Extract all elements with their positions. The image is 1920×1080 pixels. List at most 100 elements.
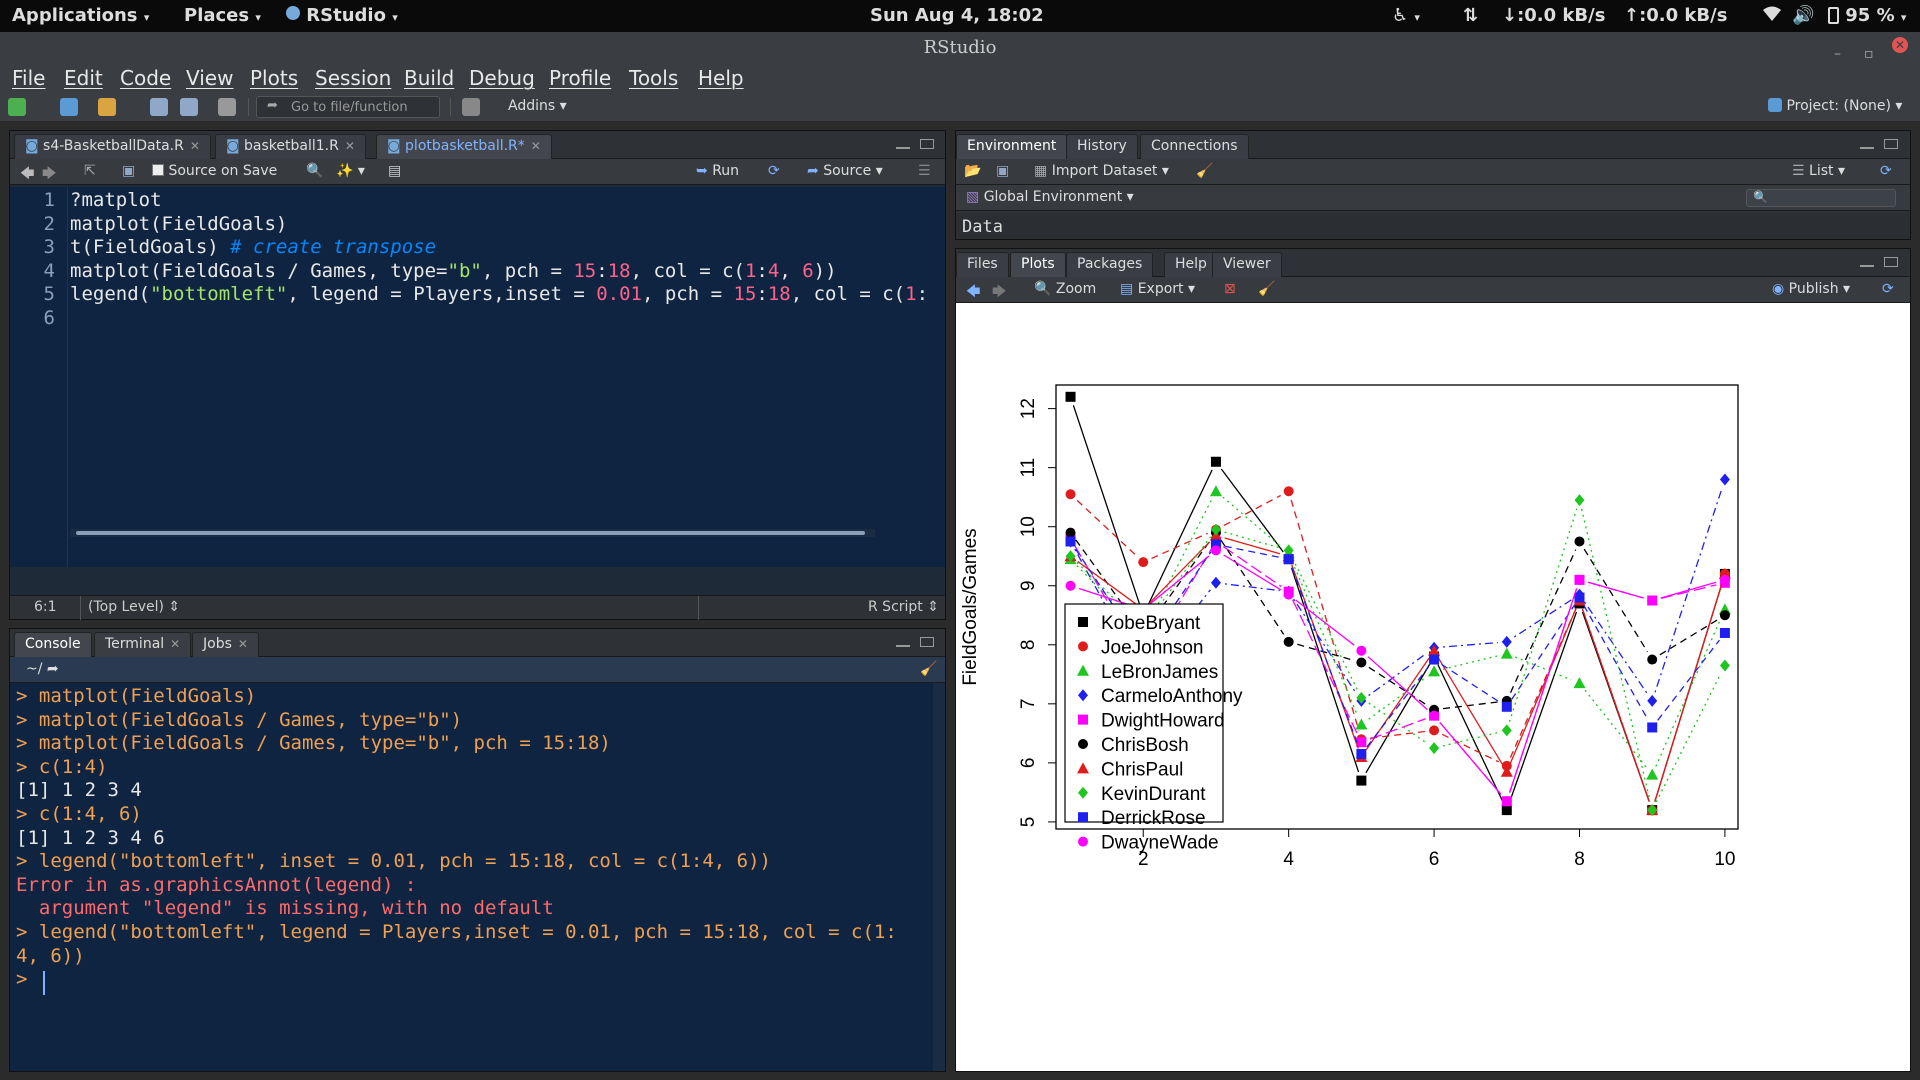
save-workspace-icon[interactable]: ▣ [996,163,1010,179]
app-menu[interactable]: RStudio ▾ [286,5,398,26]
new-file-icon[interactable] [8,98,26,116]
refresh-icon[interactable]: ⟳ [1880,163,1892,179]
menu-profile[interactable]: Profile [549,66,612,90]
menu-tools[interactable]: Tools [629,66,679,90]
tab-viewer[interactable]: Viewer [1212,252,1282,277]
menu-build[interactable]: Build [404,66,455,90]
broom-icon[interactable]: 🧹 [1196,163,1214,179]
y-tick-label: 6 [1018,758,1039,769]
menu-code[interactable]: Code [120,66,172,90]
working-directory[interactable]: ~/ ➦ [26,661,59,677]
menu-file[interactable]: File [12,66,46,90]
applications-menu[interactable]: Applications ▾ [12,5,149,26]
tab-help[interactable]: Help [1164,252,1218,277]
env-search-input[interactable]: 🔍 [1746,189,1896,207]
close-window-button[interactable]: ✕ [1892,37,1908,53]
menu-help[interactable]: Help [698,66,744,90]
maximize-pane-icon[interactable] [920,139,934,149]
scope-selector[interactable]: (Top Level) ⇕ [88,599,181,615]
load-workspace-icon[interactable]: 📂 [964,163,982,179]
clear-console-icon[interactable]: 🧹 [920,661,938,677]
refresh-plot-icon[interactable]: ⟳ [1882,281,1894,297]
minimize-pane-icon[interactable] [1860,263,1874,267]
editor-tab-plotbasketball[interactable]: ◙ plotbasketball.R* ✕ [376,134,552,159]
save-file-icon[interactable]: ▣ [122,163,136,179]
close-tab-icon[interactable]: ✕ [344,139,355,153]
run-button[interactable]: ➥ Run [696,163,739,179]
outline-icon[interactable]: ☰ [918,163,931,179]
tab-connections[interactable]: Connections [1140,134,1249,159]
source-on-save-toggle[interactable]: Source on Save [152,163,277,179]
console-output[interactable]: > matplot(FieldGoals) > matplot(FieldGoal… [10,683,945,1071]
search-icon[interactable]: 🔍 [306,163,324,179]
minimize-window-button[interactable]: – [1834,46,1841,62]
publish-button[interactable]: ◉ Publish ▾ [1772,281,1851,297]
accessibility-icon[interactable]: ♿ ▾ [1392,5,1420,26]
close-tab-icon[interactable]: ✕ [170,637,181,651]
minimize-pane-icon[interactable] [896,643,910,647]
menu-edit[interactable]: Edit [64,66,103,90]
compile-report-icon[interactable]: ▤ [388,163,402,179]
new-project-icon[interactable] [60,98,78,116]
tab-jobs[interactable]: Jobs ✕ [192,632,259,657]
minimize-pane-icon[interactable] [1860,145,1874,149]
project-menu[interactable]: Project: (None) ▾ [1768,98,1902,114]
grid-layout-icon[interactable] [462,98,480,116]
zoom-button[interactable]: 🔍 Zoom [1034,281,1096,297]
tab-environment[interactable]: Environment [956,134,1068,159]
goto-file-input[interactable]: ➦ Go to file/function [256,96,440,118]
import-dataset-button[interactable]: ▦ Import Dataset ▾ [1034,163,1169,179]
export-button[interactable]: ▤ Export ▾ [1120,281,1195,297]
magic-wand-icon[interactable]: ✨ ▾ [336,163,365,179]
minimize-pane-icon[interactable] [896,145,910,149]
previous-plot-icon[interactable]: 🡄 [966,284,981,300]
rerun-icon[interactable]: ⟳ [768,163,780,179]
clear-plots-icon[interactable]: 🧹 [1258,281,1276,297]
tab-terminal[interactable]: Terminal ✕ [94,632,192,657]
console-cursor [43,971,45,995]
maximize-pane-icon[interactable] [920,637,934,647]
close-tab-icon[interactable]: ✕ [530,139,541,153]
show-in-window-icon[interactable]: ⇱ [84,163,96,179]
file-type-selector[interactable]: R Script ⇕ [868,599,939,615]
menu-view[interactable]: View [186,66,234,90]
volume-icon[interactable]: 🔊 [1792,5,1815,26]
editor-tab-basketball1[interactable]: ◙ basketball1.R ✕ [215,134,366,159]
checkbox[interactable] [152,164,164,176]
tab-history[interactable]: History [1066,134,1138,159]
forward-arrow-icon[interactable]: 🡆 [42,166,57,182]
places-menu[interactable]: Places ▾ [184,5,261,26]
view-mode-select[interactable]: ☰ List ▾ [1792,163,1845,179]
close-tab-icon[interactable]: ✕ [189,139,200,153]
remove-plot-icon[interactable]: ⊠ [1224,281,1236,297]
tab-plots[interactable]: Plots [1010,252,1066,277]
next-plot-icon[interactable]: 🡆 [992,284,1007,300]
maximize-pane-icon[interactable] [1884,257,1898,267]
menu-session[interactable]: Session [315,66,392,90]
open-file-icon[interactable] [98,98,116,116]
print-icon[interactable] [218,98,236,116]
menu-plots[interactable]: Plots [250,66,299,90]
battery-indicator[interactable]: 95 % ▾ [1828,5,1906,26]
vertical-scrollbar[interactable] [933,683,945,1071]
horizontal-scrollbar[interactable] [70,529,875,537]
menu-debug[interactable]: Debug [469,66,535,90]
maximize-window-button[interactable]: ▫ [1864,46,1874,62]
tab-packages[interactable]: Packages [1066,252,1154,277]
menu-bar: File Edit Code View Plots Session Build … [0,64,1920,92]
back-arrow-icon[interactable]: 🡄 [20,166,35,182]
maximize-pane-icon[interactable] [1884,139,1898,149]
clock[interactable]: Sun Aug 4, 18:02 [870,5,1044,26]
save-all-icon[interactable] [180,98,198,116]
source-button[interactable]: ➦ Source ▾ [807,163,883,179]
addins-menu[interactable]: Addins ▾ [508,98,567,114]
editor-tab-s4-basketballdata[interactable]: ◙ s4-BasketballData.R ✕ [14,134,211,159]
wifi-icon[interactable] [1762,5,1782,28]
save-icon[interactable] [150,98,168,116]
tab-console[interactable]: Console [14,632,92,657]
environment-selector[interactable]: ▧ Global Environment ▾ [966,189,1134,205]
close-tab-icon[interactable]: ✕ [237,637,248,651]
data-point [1574,536,1585,547]
tab-files[interactable]: Files [956,252,1009,277]
